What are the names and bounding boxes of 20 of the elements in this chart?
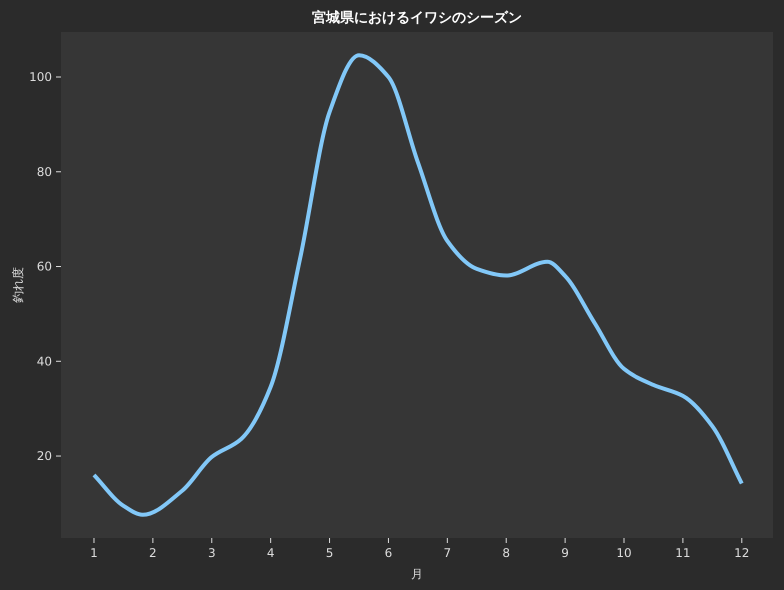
y-tick-label: 20 bbox=[36, 449, 52, 464]
x-tick-label: 2 bbox=[149, 546, 157, 560]
x-tick-label: 9 bbox=[561, 546, 569, 560]
x-tick-label: 12 bbox=[734, 546, 750, 560]
x-tick-label: 1 bbox=[90, 546, 98, 560]
y-tick-label: 40 bbox=[36, 354, 52, 368]
x-tick-label: 6 bbox=[384, 546, 392, 560]
y-tick-label: 80 bbox=[36, 164, 52, 179]
chart-title: 宮城県におけるイワシのシーズン bbox=[312, 9, 522, 26]
x-tick-label: 11 bbox=[675, 546, 691, 560]
x-axis-title: 月 bbox=[411, 567, 423, 581]
x-tick-label: 10 bbox=[616, 546, 632, 560]
x-tick-label: 5 bbox=[326, 546, 334, 560]
x-tick-label: 8 bbox=[502, 546, 510, 560]
x-tick-label: 4 bbox=[266, 546, 274, 560]
y-tick-label: 100 bbox=[29, 70, 52, 84]
y-tick-label: 60 bbox=[36, 260, 52, 274]
y-axis-title: 釣れ度 bbox=[11, 267, 25, 303]
x-tick-label: 3 bbox=[208, 546, 216, 560]
x-tick-label: 7 bbox=[444, 546, 452, 560]
